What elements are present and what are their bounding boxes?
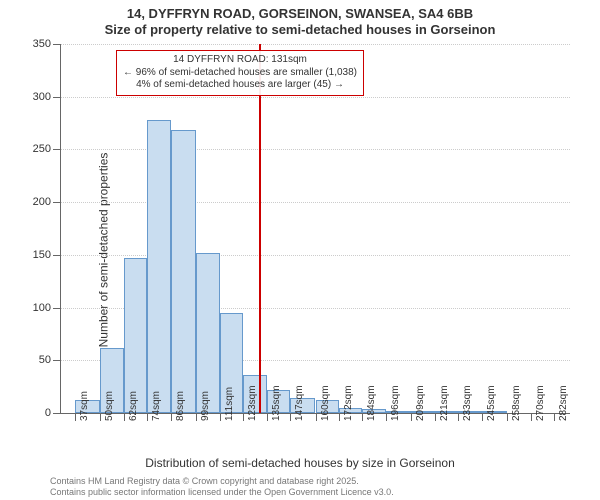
x-tick xyxy=(507,413,508,421)
y-tick-label: 100 xyxy=(33,302,61,314)
x-tick-label: 62sqm xyxy=(128,391,139,421)
x-tick-label: 111sqm xyxy=(224,387,235,421)
x-tick xyxy=(75,413,76,421)
x-tick xyxy=(267,413,268,421)
x-tick xyxy=(196,413,197,421)
x-tick xyxy=(362,413,363,421)
x-tick xyxy=(290,413,291,421)
property-marker-line xyxy=(259,44,261,413)
x-tick-label: 209sqm xyxy=(415,385,426,421)
x-tick xyxy=(147,413,148,421)
chart-title-sub: Size of property relative to semi-detach… xyxy=(0,22,600,37)
x-tick xyxy=(482,413,483,421)
x-tick xyxy=(411,413,412,421)
y-tick-label: 300 xyxy=(33,91,61,103)
x-tick xyxy=(220,413,221,421)
footer-line-2: Contains public sector information licen… xyxy=(50,487,590,498)
x-tick xyxy=(554,413,555,421)
grid-line xyxy=(61,97,570,98)
histogram-bar xyxy=(124,258,147,413)
annotation-line-1: ← 96% of semi-detached houses are smalle… xyxy=(123,67,357,80)
x-tick-label: 233sqm xyxy=(462,385,473,421)
x-tick-label: 135sqm xyxy=(271,385,282,421)
y-tick-label: 50 xyxy=(39,354,61,366)
y-tick-label: 200 xyxy=(33,196,61,208)
histogram-bar xyxy=(196,253,219,413)
footer-line-1: Contains HM Land Registry data © Crown c… xyxy=(50,476,590,487)
x-tick xyxy=(458,413,459,421)
x-tick-label: 123sqm xyxy=(247,385,258,421)
x-tick xyxy=(386,413,387,421)
y-tick-label: 150 xyxy=(33,249,61,261)
x-tick-label: 221sqm xyxy=(439,385,450,421)
chart-footer: Contains HM Land Registry data © Crown c… xyxy=(50,476,590,498)
x-tick xyxy=(171,413,172,421)
x-tick-label: 99sqm xyxy=(200,391,211,421)
grid-line xyxy=(61,44,570,45)
annotation-line-2: 4% of semi-detached houses are larger (4… xyxy=(123,79,357,92)
chart-title-main: 14, DYFFRYN ROAD, GORSEINON, SWANSEA, SA… xyxy=(0,6,600,21)
x-tick-label: 245sqm xyxy=(486,385,497,421)
y-tick-label: 250 xyxy=(33,143,61,155)
y-tick-label: 0 xyxy=(45,407,61,419)
x-tick xyxy=(243,413,244,421)
x-tick xyxy=(124,413,125,421)
x-tick-label: 37sqm xyxy=(79,391,90,421)
plot-area: 05010015020025030035037sqm50sqm62sqm74sq… xyxy=(60,44,570,414)
x-tick xyxy=(100,413,101,421)
x-tick-label: 270sqm xyxy=(535,385,546,421)
histogram-bar xyxy=(171,130,196,413)
grid-line xyxy=(61,202,570,203)
x-tick-label: 172sqm xyxy=(343,385,354,421)
x-tick-label: 50sqm xyxy=(104,391,115,421)
x-tick-label: 74sqm xyxy=(151,391,162,421)
x-tick-label: 282sqm xyxy=(558,385,569,421)
grid-line xyxy=(61,149,570,150)
x-tick-label: 258sqm xyxy=(511,385,522,421)
annotation-line-0: 14 DYFFRYN ROAD: 131sqm xyxy=(123,54,357,67)
x-tick-label: 160sqm xyxy=(320,385,331,421)
annotation-box: 14 DYFFRYN ROAD: 131sqm← 96% of semi-det… xyxy=(116,50,364,96)
x-tick xyxy=(531,413,532,421)
x-tick-label: 184sqm xyxy=(366,385,377,421)
x-tick-label: 196sqm xyxy=(390,385,401,421)
y-tick-label: 350 xyxy=(33,38,61,50)
x-tick xyxy=(435,413,436,421)
grid-line xyxy=(61,255,570,256)
x-axis-label: Distribution of semi-detached houses by … xyxy=(0,456,600,470)
x-tick-label: 86sqm xyxy=(175,391,186,421)
chart-container: 14, DYFFRYN ROAD, GORSEINON, SWANSEA, SA… xyxy=(0,0,600,500)
x-tick-label: 147sqm xyxy=(294,385,305,421)
x-tick xyxy=(316,413,317,421)
x-tick xyxy=(339,413,340,421)
histogram-bar xyxy=(147,120,170,413)
